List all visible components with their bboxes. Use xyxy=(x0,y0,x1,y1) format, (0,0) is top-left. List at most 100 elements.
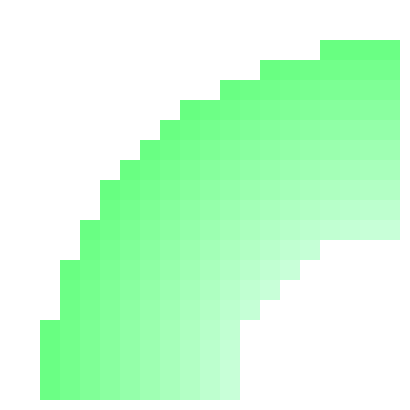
arc-cell xyxy=(200,220,220,240)
arc-cell xyxy=(100,280,120,300)
arc-cell xyxy=(120,340,140,360)
arc-cell xyxy=(100,380,120,400)
arc-cell xyxy=(240,240,260,260)
arc-cell xyxy=(380,100,400,120)
arc-cell xyxy=(200,300,220,320)
arc-cell xyxy=(80,320,100,340)
arc-cell xyxy=(340,60,360,80)
arc-cell xyxy=(340,40,360,60)
arc-cell xyxy=(180,260,200,280)
arc-cell xyxy=(260,280,280,300)
arc-cell xyxy=(160,380,180,400)
arc-cell xyxy=(300,160,320,180)
arc-cell xyxy=(360,100,380,120)
arc-cell xyxy=(180,380,200,400)
arc-cell xyxy=(360,200,380,220)
arc-cell xyxy=(260,160,280,180)
arc-cell xyxy=(380,60,400,80)
arc-cell xyxy=(280,200,300,220)
arc-cell xyxy=(220,100,240,120)
arc-cell xyxy=(320,60,340,80)
arc-cell xyxy=(280,160,300,180)
arc-cell xyxy=(40,360,60,380)
arc-cell xyxy=(220,180,240,200)
arc-cell xyxy=(260,140,280,160)
arc-cell xyxy=(260,60,280,80)
arc-cell xyxy=(240,160,260,180)
arc-cell xyxy=(80,220,100,240)
arc-cell xyxy=(180,120,200,140)
arc-cell xyxy=(160,220,180,240)
arc-cell xyxy=(220,200,240,220)
arc-cell xyxy=(140,240,160,260)
arc-cell xyxy=(120,280,140,300)
arc-cell xyxy=(280,80,300,100)
arc-cell xyxy=(300,220,320,240)
arc-cell xyxy=(380,120,400,140)
arc-cell xyxy=(80,280,100,300)
arc-cell xyxy=(100,220,120,240)
arc-cell xyxy=(220,240,240,260)
arc-cell xyxy=(220,260,240,280)
arc-cell xyxy=(300,100,320,120)
arc-cell xyxy=(360,80,380,100)
arc-cell xyxy=(120,380,140,400)
arc-cell xyxy=(360,140,380,160)
arc-cell xyxy=(360,60,380,80)
arc-cell xyxy=(200,180,220,200)
arc-cell xyxy=(300,60,320,80)
arc-cell xyxy=(380,200,400,220)
arc-cell xyxy=(120,180,140,200)
arc-cell xyxy=(380,80,400,100)
arc-cell xyxy=(240,180,260,200)
arc-cell xyxy=(160,360,180,380)
arc-cell xyxy=(140,140,160,160)
arc-cell xyxy=(320,120,340,140)
arc-cell xyxy=(280,120,300,140)
arc-cell xyxy=(200,360,220,380)
arc-cell xyxy=(160,160,180,180)
arc-cell xyxy=(200,380,220,400)
arc-cell xyxy=(120,260,140,280)
arc-cell xyxy=(200,260,220,280)
arc-cell xyxy=(320,200,340,220)
arc-cell xyxy=(160,180,180,200)
arc-cell xyxy=(180,320,200,340)
arc-cell xyxy=(80,300,100,320)
arc-cell xyxy=(300,240,320,260)
arc-cell xyxy=(100,360,120,380)
arc-cell xyxy=(160,300,180,320)
arc-cell xyxy=(240,140,260,160)
arc-cell xyxy=(340,200,360,220)
arc-cell xyxy=(60,300,80,320)
arc-cell xyxy=(280,60,300,80)
arc-cell xyxy=(220,300,240,320)
arc-cell xyxy=(200,140,220,160)
arc-cell xyxy=(260,80,280,100)
arc-cell xyxy=(240,280,260,300)
arc-cell xyxy=(260,120,280,140)
arc-cell xyxy=(240,200,260,220)
arc-cell xyxy=(260,220,280,240)
arc-cell xyxy=(140,200,160,220)
arc-cell xyxy=(140,180,160,200)
arc-cell xyxy=(280,220,300,240)
arc-cell xyxy=(320,220,340,240)
arc-cell xyxy=(220,340,240,360)
arc-cell xyxy=(220,360,240,380)
arc-cell xyxy=(260,100,280,120)
arc-cell xyxy=(240,100,260,120)
arc-cell xyxy=(200,240,220,260)
arc-cell xyxy=(160,200,180,220)
arc-cell xyxy=(280,100,300,120)
arc-cell xyxy=(220,280,240,300)
arc-cell xyxy=(220,120,240,140)
arc-cell xyxy=(140,160,160,180)
arc-cell xyxy=(140,340,160,360)
arc-cell xyxy=(80,240,100,260)
arc-cell xyxy=(360,160,380,180)
arc-cell xyxy=(100,340,120,360)
arc-cell xyxy=(40,340,60,360)
arc-cell xyxy=(100,200,120,220)
arc-cell xyxy=(120,360,140,380)
